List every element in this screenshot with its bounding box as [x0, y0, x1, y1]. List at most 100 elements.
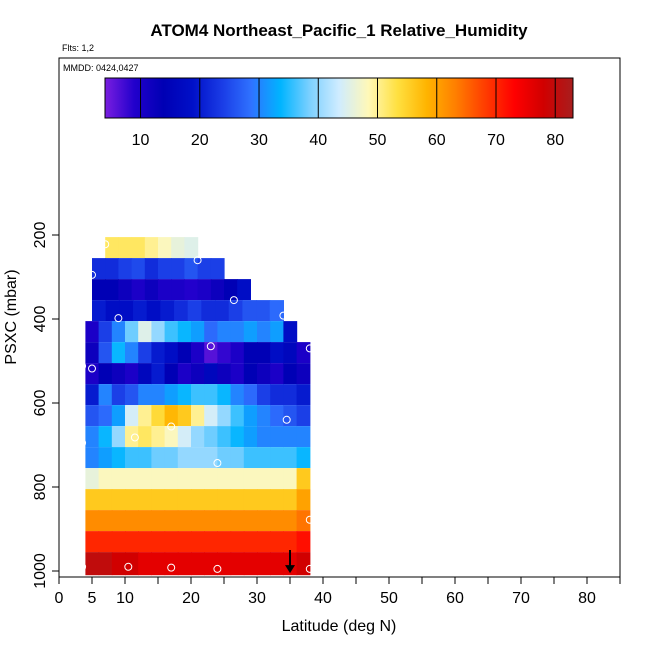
sample-points [78, 240, 314, 573]
sample-point [130, 433, 139, 442]
heatmap-cell [204, 510, 218, 532]
heatmap-cell [230, 447, 245, 469]
heatmap-cell [230, 489, 245, 511]
heatmap-cell [270, 510, 284, 532]
x-tick-label: 5 [88, 590, 97, 607]
heatmap-cell [257, 468, 271, 490]
heatmap-cell [257, 426, 271, 448]
heatmap-cell [111, 489, 126, 511]
heatmap-cell [98, 363, 113, 385]
heatmap-cell [283, 510, 298, 532]
heatmap-cell [243, 552, 258, 576]
heatmap-cell [105, 279, 119, 301]
heatmap-cell [191, 426, 205, 448]
heatmap-cell [191, 321, 205, 343]
heatmap-cell [270, 321, 284, 343]
sample-point [167, 563, 176, 572]
heatmap-cell [230, 405, 245, 427]
sample-point [279, 311, 288, 320]
heatmap-cell [257, 552, 271, 576]
heatmap-cell [125, 384, 139, 406]
heatmap-cell [283, 468, 298, 490]
heatmap-cell [138, 447, 152, 469]
colorbar-tick-label: 30 [250, 132, 268, 149]
sample-point [78, 562, 87, 571]
heatmap-cell [243, 363, 258, 385]
heatmap-cell [125, 447, 139, 469]
heatmap-cell [217, 510, 232, 532]
heatmap-cell [111, 552, 126, 576]
colorbar-gradient [104, 77, 574, 119]
heatmap-cell [105, 300, 120, 322]
heatmap-cell [204, 426, 218, 448]
heatmap-cell [257, 489, 271, 511]
heatmap-cell [177, 363, 192, 385]
heatmap-cell [164, 489, 179, 511]
heatmap-cell [151, 426, 166, 448]
heatmap-cell [164, 468, 179, 490]
x-tick-label: 20 [182, 590, 200, 607]
heatmap-cell [160, 300, 175, 322]
sample-point [213, 459, 222, 468]
heatmap-cell [230, 363, 245, 385]
dates-note: MMDD: 0424,0427 [63, 63, 139, 73]
heatmap-cell [184, 279, 199, 301]
heatmap-cell [256, 300, 271, 322]
heatmap-cell [131, 258, 146, 280]
heatmap-cell [217, 321, 232, 343]
heatmap-cell [85, 384, 100, 406]
heatmap-cell [111, 447, 126, 469]
heatmap-cell [270, 552, 284, 576]
heatmap-cell [164, 510, 179, 532]
y-tick-label: 200 [32, 222, 49, 249]
heatmap-cell [296, 363, 311, 385]
heatmap-cell [138, 321, 152, 343]
heatmap-cell [164, 363, 179, 385]
heatmap-cell [242, 300, 257, 322]
heatmap-cell [283, 426, 298, 448]
heatmap-cell [111, 405, 126, 427]
y-tick-label: 800 [32, 474, 49, 501]
heatmap-cell [85, 426, 100, 448]
heatmap-cell [230, 510, 245, 532]
heatmap-cell [85, 510, 100, 532]
heatmap-cell [119, 300, 134, 322]
heatmap-cell [131, 237, 146, 259]
heatmap-cell [125, 342, 139, 364]
sample-point [114, 314, 123, 323]
heatmap-cell [204, 447, 218, 469]
y-axis: 200 400 600 800 1000 [32, 222, 59, 589]
heatmap-cell [187, 300, 202, 322]
y-tick-label: 400 [32, 306, 49, 333]
heatmap-cell [111, 510, 126, 532]
heatmap-cell [138, 531, 152, 553]
heatmap-cell [111, 384, 126, 406]
heatmap-cell [111, 363, 126, 385]
heatmap-cell [131, 279, 146, 301]
heatmap-cell [217, 405, 232, 427]
sample-point [88, 270, 96, 279]
heatmap-cell [98, 447, 113, 469]
heatmap-cell [215, 300, 230, 322]
heatmap-cell [85, 447, 100, 469]
heatmap-cell [177, 405, 192, 427]
sample-point [305, 564, 314, 573]
heatmap-cell [177, 531, 192, 553]
sample-point [124, 562, 133, 571]
heatmap-cell [210, 279, 225, 301]
heatmap-cell [118, 258, 133, 280]
heatmap-cell [204, 552, 218, 576]
heatmap-cell [125, 552, 139, 576]
heatmap-cell [283, 531, 298, 553]
heatmap-cell [191, 510, 205, 532]
heatmap-cell [111, 531, 126, 553]
heatmap-cell [177, 489, 192, 511]
heatmap-cell [138, 552, 152, 576]
heatmap-cell [283, 405, 298, 427]
heatmap-cell [125, 510, 139, 532]
heatmap-cell [105, 258, 119, 280]
heatmap-cells [85, 237, 311, 576]
heatmap-cell [257, 510, 271, 532]
heatmap-cell [191, 489, 205, 511]
